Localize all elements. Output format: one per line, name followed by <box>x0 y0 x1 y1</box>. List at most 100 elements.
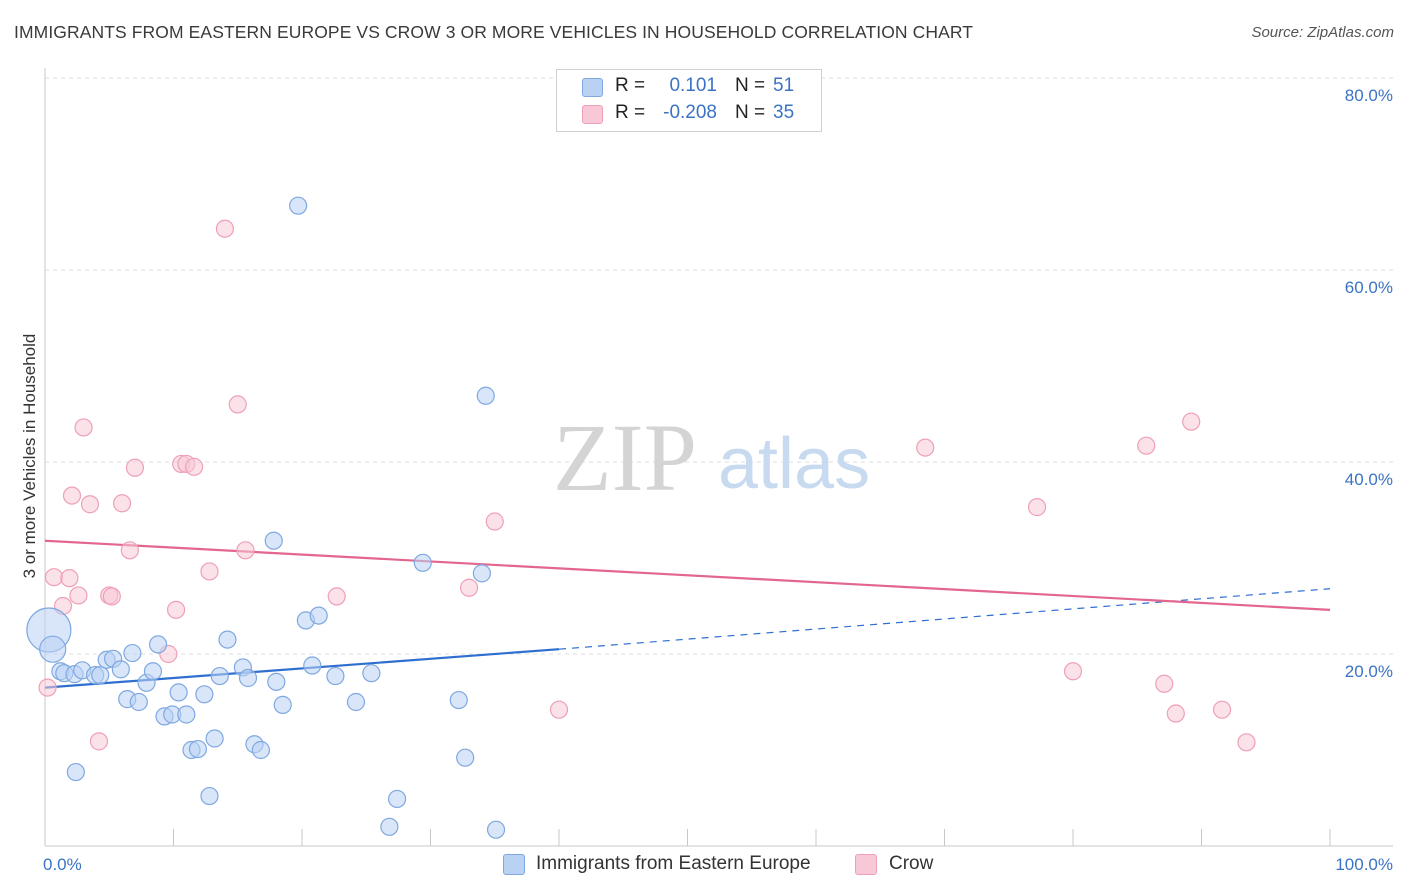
crow-point <box>327 587 346 606</box>
crow-point <box>89 732 109 751</box>
crow-point <box>184 457 204 476</box>
crow-point <box>1237 733 1256 752</box>
crow-point <box>60 569 79 588</box>
crow-point <box>916 438 935 457</box>
crow-point <box>38 678 57 697</box>
r-value: 0.101 <box>669 75 717 96</box>
eastern-europe-point <box>123 643 142 663</box>
eastern-europe-point <box>148 635 168 654</box>
eastern-europe-point <box>486 820 506 839</box>
crow-point <box>112 494 132 513</box>
crow-point <box>459 578 479 597</box>
crow-point <box>125 458 145 477</box>
crow-point <box>1182 412 1201 431</box>
crow-point <box>120 541 139 560</box>
crow-point <box>236 541 255 560</box>
correlation-stats-box: R = 0.101 N = 51 R = -0.208 N = 35 <box>556 69 822 132</box>
blue-swatch-icon <box>503 854 525 875</box>
eastern-europe-point <box>39 635 67 663</box>
eastern-europe-point <box>264 531 283 550</box>
eastern-europe-points <box>26 196 506 839</box>
crow-point <box>549 700 569 719</box>
eastern-europe-point <box>413 553 432 572</box>
crow-point <box>44 568 64 587</box>
y-tick-label: 80.0% <box>1345 86 1393 105</box>
eastern-europe-point <box>91 666 110 685</box>
eastern-europe-point <box>143 662 163 681</box>
crow-points <box>38 219 1256 752</box>
eastern-europe-point <box>303 656 322 675</box>
crow-point <box>102 587 121 606</box>
y-tick-label: 40.0% <box>1345 470 1393 489</box>
eastern-europe-trend-extension <box>558 588 1331 650</box>
crow-point <box>69 586 88 605</box>
legend-label: Crow <box>889 853 934 874</box>
eastern-europe-point <box>66 762 85 782</box>
x-tick-label-max: 100.0% <box>1335 855 1393 874</box>
crow-point <box>1212 700 1232 719</box>
eastern-europe-point <box>326 666 345 686</box>
crow-point <box>200 562 219 581</box>
crow-point <box>485 512 504 531</box>
crow-point <box>80 495 100 514</box>
watermark: ZIP atlas <box>553 404 870 511</box>
eastern-europe-point <box>472 564 491 583</box>
eastern-europe-point <box>309 606 328 625</box>
eastern-europe-point <box>129 692 148 712</box>
eastern-europe-point <box>218 630 237 649</box>
eastern-europe-point <box>188 739 208 759</box>
r-value: -0.208 <box>663 102 717 123</box>
crow-point <box>1155 674 1174 693</box>
stats-row-eastern-europe: R = 0.101 N = 51 <box>557 74 821 100</box>
chart-title: IMMIGRANTS FROM EASTERN EUROPE VS CROW 3… <box>14 22 974 42</box>
eastern-europe-point <box>449 690 468 710</box>
grid-lines <box>45 77 1393 655</box>
x-tick-labels: 0.0% 100.0% <box>43 855 1393 874</box>
eastern-europe-point <box>169 683 188 702</box>
crow-point <box>1063 662 1083 681</box>
n-value: 35 <box>773 102 795 123</box>
crow-trend-line <box>44 539 1331 611</box>
n-label: N = <box>735 102 766 123</box>
y-tick-labels: 20.0% 40.0% 60.0% 80.0% <box>1345 86 1393 681</box>
stats-row-crow: R = -0.208 N = 35 <box>557 101 821 127</box>
trend-lines <box>44 539 1331 689</box>
x-tick-label-min: 0.0% <box>43 855 82 874</box>
eastern-europe-point <box>273 695 292 714</box>
watermark-zip: ZIP <box>553 404 697 511</box>
eastern-europe-point <box>205 729 224 748</box>
axes <box>44 68 1393 847</box>
crow-point <box>1166 704 1185 723</box>
eastern-europe-point <box>380 817 399 836</box>
n-value: 51 <box>773 75 795 96</box>
n-label: N = <box>735 75 766 96</box>
source-label: Source: ZipAtlas.com <box>1251 24 1394 41</box>
eastern-europe-point <box>476 386 495 405</box>
r-label: R = <box>615 102 646 123</box>
crow-point <box>62 486 82 505</box>
eastern-europe-point <box>200 786 219 806</box>
eastern-europe-point <box>346 692 366 712</box>
crow-point <box>1027 498 1047 517</box>
crow-point <box>215 219 234 238</box>
blue-swatch-icon <box>582 78 603 97</box>
crow-point <box>166 600 186 619</box>
crow-point <box>1137 436 1156 455</box>
eastern-europe-point <box>289 196 308 215</box>
eastern-europe-point <box>195 685 214 704</box>
eastern-europe-point <box>456 748 475 767</box>
eastern-europe-point <box>362 664 381 683</box>
y-tick-label: 60.0% <box>1345 278 1393 297</box>
eastern-europe-point <box>251 740 270 760</box>
crow-point <box>74 418 93 437</box>
y-tick-label: 20.0% <box>1345 662 1393 681</box>
y-axis-label: 3 or more Vehicles in Household <box>20 333 39 579</box>
pink-swatch-icon <box>855 854 877 875</box>
eastern-europe-point <box>111 660 130 679</box>
eastern-europe-point <box>210 666 229 686</box>
pink-swatch-icon <box>582 105 603 124</box>
eastern-europe-point <box>238 668 258 688</box>
legend-label: Immigrants from Eastern Europe <box>536 853 811 874</box>
eastern-europe-point <box>267 672 286 691</box>
